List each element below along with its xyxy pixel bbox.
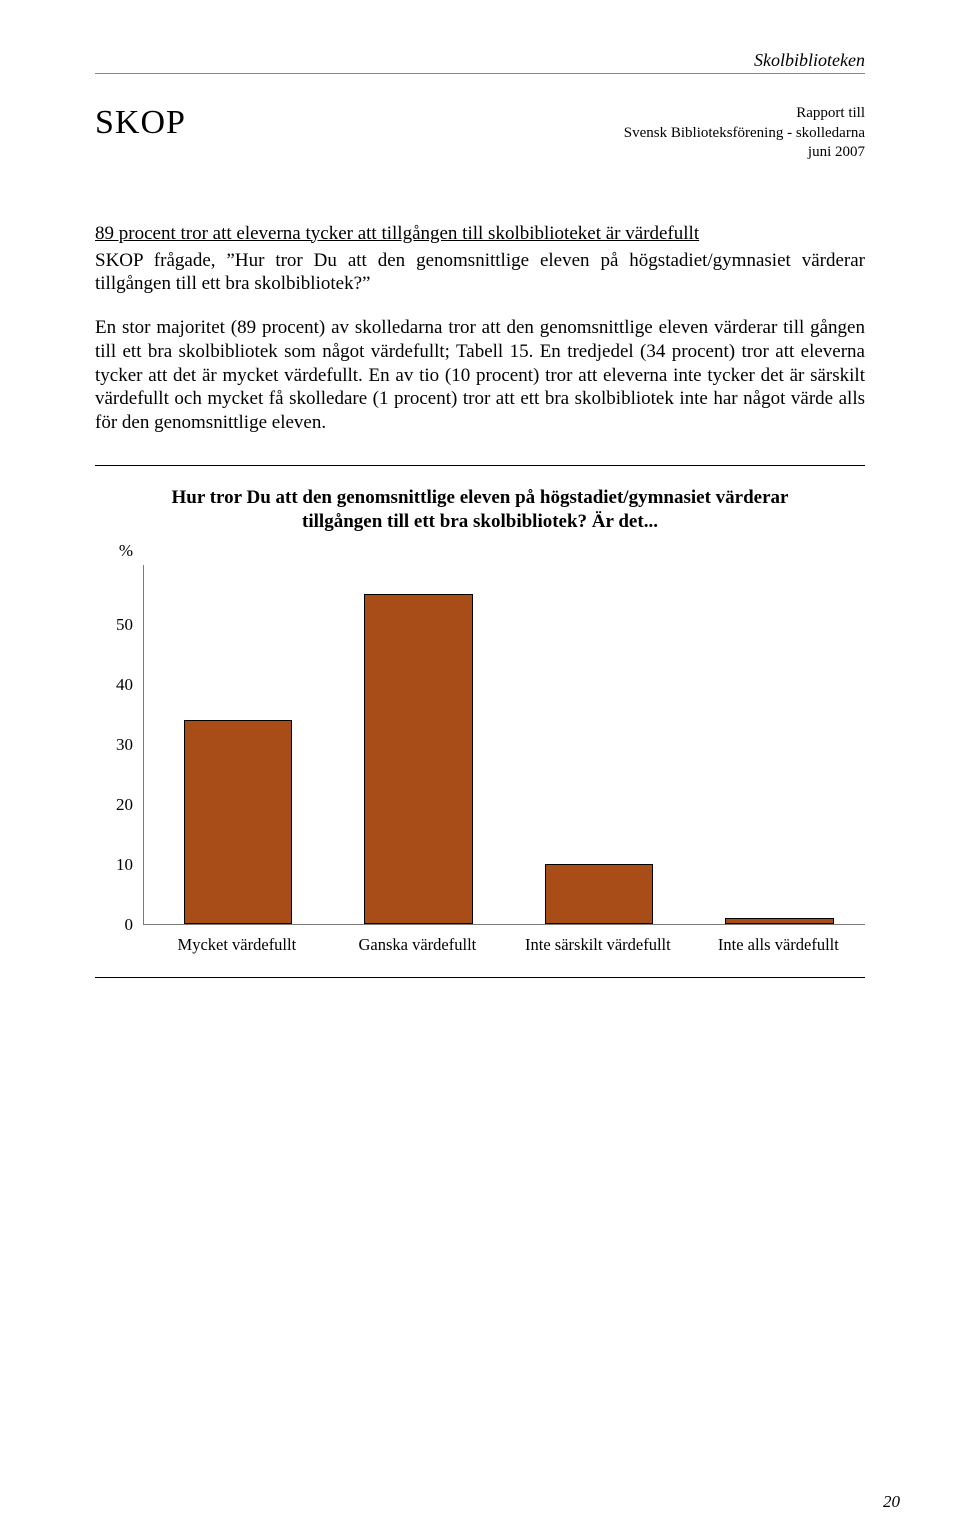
- y-tick: 0: [125, 915, 134, 935]
- report-recipient: Rapport till Svensk Biblioteksförening -…: [624, 104, 865, 163]
- y-tick: 30: [116, 735, 133, 755]
- report-to-line3: juni 2007: [624, 143, 865, 163]
- x-label: Inte alls värdefullt: [718, 935, 839, 955]
- report-to-line1: Rapport till: [624, 104, 865, 124]
- y-unit-label: %: [119, 541, 133, 561]
- divider-top: [95, 465, 865, 466]
- chart-title: Hur tror Du att den genomsnittlige eleve…: [135, 486, 825, 535]
- org-name: SKOP: [95, 104, 186, 142]
- x-label: Mycket värdefullt: [178, 935, 297, 955]
- page-number: 20: [883, 1492, 900, 1512]
- y-tick: 40: [116, 675, 133, 695]
- bar: [725, 918, 833, 924]
- divider-bottom: [95, 977, 865, 978]
- bar-chart: % 50403020100 Mycket värdefulltGanska vä…: [95, 545, 865, 965]
- bar: [545, 864, 653, 924]
- report-to-line2: Svensk Biblioteksförening - skolledarna: [624, 124, 865, 144]
- paragraph-2: En stor majoritet (89 procent) av skolle…: [95, 316, 865, 435]
- bar: [364, 594, 472, 924]
- header-block: SKOP Rapport till Svensk Biblioteksfören…: [95, 104, 865, 163]
- x-label: Inte särskilt värdefullt: [525, 935, 671, 955]
- y-tick: 10: [116, 855, 133, 875]
- plot-area: [143, 565, 865, 925]
- y-tick: 50: [116, 615, 133, 635]
- running-header: Skolbiblioteken: [95, 50, 865, 74]
- x-label: Ganska värdefullt: [358, 935, 476, 955]
- paragraph-1: SKOP frågade, ”Hur tror Du att den genom…: [95, 249, 865, 297]
- y-axis: % 50403020100: [95, 545, 143, 925]
- x-axis-labels: Mycket värdefullt Ganska värdefullt Inte s…: [143, 929, 865, 965]
- bar: [184, 720, 292, 924]
- y-tick: 20: [116, 795, 133, 815]
- section-heading: 89 procent tror att eleverna tycker att …: [95, 223, 865, 245]
